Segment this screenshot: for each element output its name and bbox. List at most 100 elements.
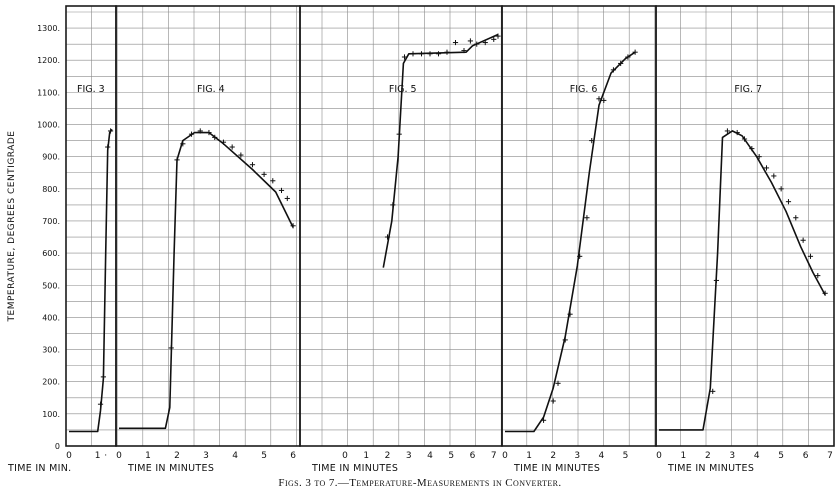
y-tick-label: 1000. [37, 121, 60, 130]
data-point [555, 380, 561, 386]
panel-label: FIG. 3 [77, 84, 105, 95]
y-ticks: 0 100. 200. 300. 400. 500. 600. 700. 800. 900. 100… [37, 24, 60, 451]
panel-fig-5: FIG. 5 0 1 2 3 4 5 6 7 TIME IN MINUTES [299, 5, 503, 474]
data-point [482, 39, 488, 46]
data-point [452, 39, 459, 46]
data-point [771, 173, 777, 179]
data-point [212, 134, 218, 140]
data-point [724, 128, 730, 134]
data-point [384, 234, 391, 240]
data-point [793, 215, 799, 221]
y-tick-label: 300. [42, 346, 60, 355]
panel-label: FIG. 6 [570, 84, 598, 95]
x-tick-label: 5 [623, 451, 629, 461]
data-point [632, 49, 638, 55]
x-tick-label: 1 [95, 451, 101, 461]
x-tick-label: · [104, 451, 107, 461]
data-point [467, 38, 473, 44]
data-point [249, 162, 256, 168]
data-point [741, 136, 748, 142]
panel-label: FIG. 4 [197, 84, 225, 95]
data-point [596, 96, 602, 102]
x-tick-label: 2 [385, 451, 391, 461]
data-point [540, 417, 547, 423]
x-tick-label: 1 [681, 451, 687, 461]
x-tick-label: 3 [729, 451, 735, 461]
panel-fig-4: FIG. 4 0 1 2 3 4 5 6 TIME IN MINUTES [115, 5, 301, 474]
panel-border [655, 5, 835, 447]
x-tick-label: 2 [174, 451, 180, 461]
y-tick-label: 500. [42, 281, 60, 290]
data-point [410, 51, 416, 57]
data-point [284, 195, 290, 202]
data-point [567, 311, 573, 317]
data-point [261, 171, 267, 177]
temperature-curve [69, 128, 113, 433]
y-tick-label: 100. [42, 410, 60, 419]
data-point [610, 67, 617, 73]
data-point [278, 187, 285, 194]
grid [65, 6, 834, 447]
data-point [229, 144, 235, 150]
data-point [220, 139, 227, 145]
x-axis-label: TIME IN MINUTES [127, 463, 214, 474]
x-tick-label: 7 [491, 451, 497, 461]
x-tick-label: 0 [656, 451, 662, 461]
x-tick-label: 4 [427, 451, 433, 461]
x-tick-label: 1 [526, 451, 532, 461]
panel-label: FIG. 7 [734, 84, 762, 95]
x-tick-label: 1 [363, 451, 369, 461]
panel-border [115, 5, 301, 447]
data-point [577, 253, 583, 259]
data-point [749, 146, 755, 152]
data-point [390, 202, 396, 208]
data-point [418, 51, 425, 57]
x-tick-label: 3 [406, 451, 412, 461]
temperature-curve [659, 130, 826, 431]
data-point [756, 154, 762, 160]
x-tick-label: 4 [754, 451, 760, 461]
x-axis-label: TIME IN MINUTES [513, 463, 600, 474]
data-point [206, 129, 212, 136]
y-tick-label: 600. [42, 249, 60, 258]
data-point [427, 51, 433, 57]
y-tick-label: 200. [42, 378, 60, 387]
data-point [734, 129, 740, 136]
data-point [461, 47, 467, 54]
data-point [270, 178, 276, 184]
panel-border [65, 5, 117, 447]
data-point [444, 49, 450, 55]
data-point [107, 128, 114, 134]
x-tick-label: 2 [705, 451, 711, 461]
data-point [238, 152, 244, 158]
x-axis-label: TIME IN MINUTES [311, 463, 398, 474]
data-point [105, 144, 111, 150]
x-axis-label: TIME IN MIN. [7, 463, 71, 474]
figure-caption: Figs. 3 to 7.—Temperature-Measurements i… [278, 477, 562, 489]
data-point [601, 97, 607, 104]
data-point [396, 131, 402, 137]
panel-fig-7: FIG. 7 0 1 2 3 4 5 6 7 TIME IN MINUTES [655, 5, 835, 474]
data-point [168, 345, 174, 351]
x-axis-label: TIME IN MINUTES [667, 463, 754, 474]
data-point [589, 137, 595, 144]
temperature-curve [382, 33, 499, 268]
data-point [550, 398, 556, 404]
panel-border [501, 5, 657, 447]
y-tick-label: 900. [42, 153, 60, 162]
y-tick-label: 700. [42, 217, 60, 226]
data-point [188, 131, 195, 137]
data-point [778, 186, 784, 192]
panel-border [299, 5, 503, 447]
data-point [495, 33, 501, 39]
x-tick-label: 1 [145, 451, 151, 461]
x-tick-label: 0 [502, 451, 508, 461]
y-tick-label: 800. [42, 185, 60, 194]
data-point [584, 215, 590, 221]
x-tick-label: 3 [574, 451, 580, 461]
x-tick-label: 0 [66, 451, 72, 461]
x-tick-label: 4 [599, 451, 605, 461]
panel-fig-6: FIG. 6 0 1 2 3 4 5 TIME IN MINUTES [501, 5, 657, 474]
data-point [97, 401, 104, 407]
data-point [197, 128, 203, 134]
